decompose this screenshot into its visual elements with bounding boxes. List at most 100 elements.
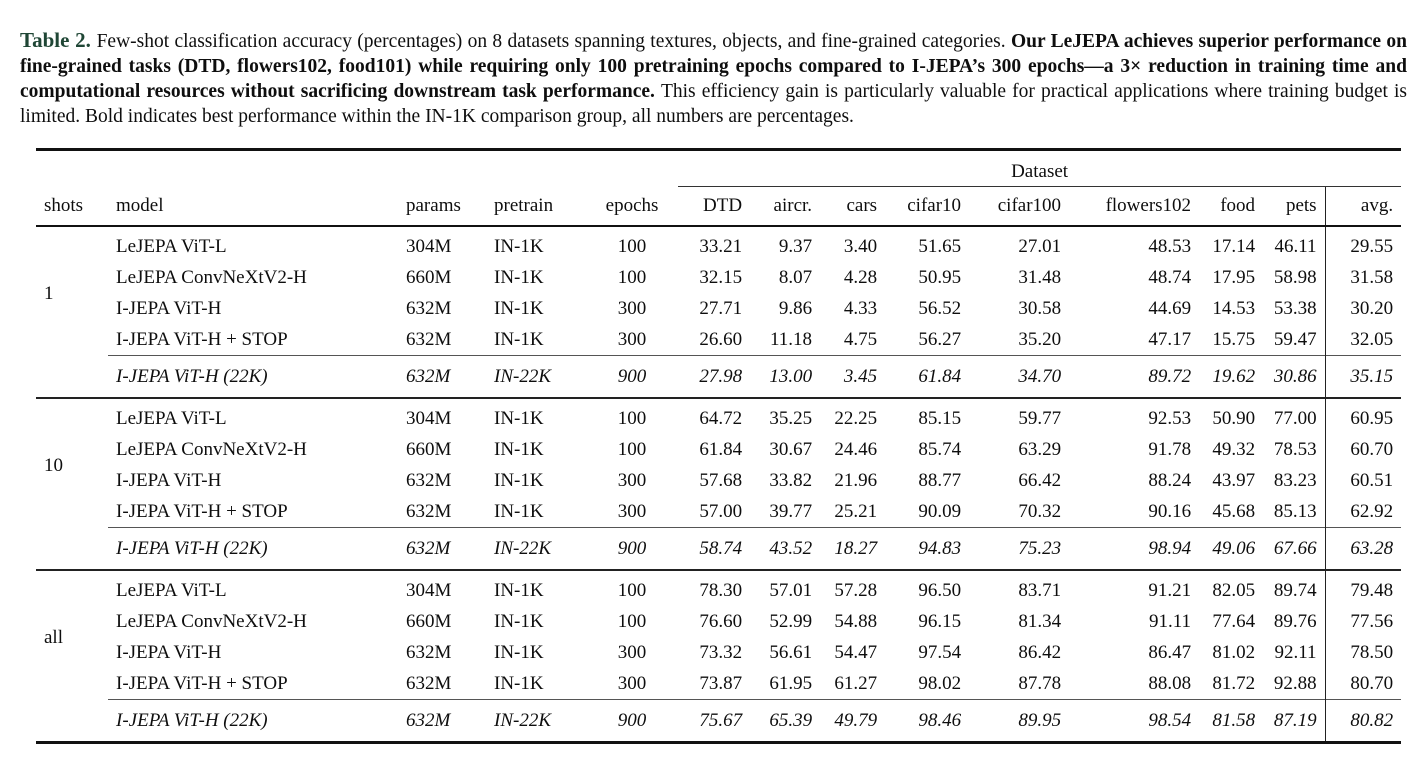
value-cell: 86.47 (1148, 642, 1192, 663)
model-cell: I-JEPA ViT-H (22K) (108, 355, 398, 399)
value-cell: 48.53 (1148, 236, 1192, 257)
value-cell: 21.96 (834, 470, 878, 491)
value-cell: 61.84 (699, 439, 743, 460)
value-cell: 43.52 (750, 527, 821, 571)
value-cell: 57.28 (834, 580, 878, 601)
table-row: I-JEPA ViT-H 632M IN-1K 300 57.68 33.82 21.96 8… (36, 465, 1402, 496)
reference-row: I-JEPA ViT-H (22K) 632M IN-22K 900 58.74 43.5… (36, 527, 1402, 571)
results-table: Dataset shots model params pretrain epochs DTD… (36, 148, 1402, 744)
value-cell: 900 (586, 527, 679, 571)
value-cell: 89.72 (1069, 355, 1200, 399)
value-cell: 52.99 (769, 611, 813, 632)
value-cell: 100 (617, 408, 647, 429)
value-cell: 61.84 (885, 355, 970, 399)
value-cell: 300 (617, 298, 647, 319)
value-cell: 81.02 (1212, 642, 1256, 663)
value-cell: 15.75 (1212, 329, 1256, 350)
value-cell: 33.21 (699, 236, 743, 257)
table-row: LeJEPA ConvNeXtV2-H 660M IN-1K 100 61.84 30.6… (36, 434, 1402, 465)
value-cell: IN-1K (494, 580, 544, 601)
shots-cell: 10 (44, 454, 63, 476)
value-cell: 49.06 (1199, 527, 1264, 571)
value-cell: 80.82 (1324, 699, 1402, 743)
value-cell: 4.33 (843, 298, 878, 319)
value-cell: 27.71 (699, 298, 743, 319)
value-cell: IN-1K (494, 470, 544, 491)
shots-spacer-cell (36, 527, 108, 571)
value-cell: 34.70 (969, 355, 1070, 399)
table-row: I-JEPA ViT-H + STOP 632M IN-1K 300 73.87 61.9… (36, 668, 1402, 700)
value-cell: IN-1K (494, 267, 544, 288)
value-cell: 54.88 (834, 611, 878, 632)
dataset-group-header: Dataset (678, 149, 1402, 187)
value-cell: 26.60 (699, 329, 743, 350)
value-cell: 90.16 (1148, 501, 1192, 522)
value-cell: 4.28 (843, 267, 878, 288)
value-cell: 78.30 (699, 580, 743, 601)
value-cell: 300 (617, 501, 647, 522)
value-cell: 51.65 (918, 236, 962, 257)
value-cell: 4.75 (843, 329, 878, 350)
value-cell: 66.42 (1018, 470, 1062, 491)
value-cell: 48.74 (1148, 267, 1192, 288)
value-cell: 632M (406, 298, 452, 319)
value-cell: 660M (406, 611, 452, 632)
value-cell: 96.15 (918, 611, 962, 632)
value-cell: 30.20 (1324, 293, 1402, 324)
col-header-pets: pets (1263, 186, 1326, 227)
model-cell: I-JEPA ViT-H (116, 470, 222, 491)
value-cell: 35.20 (1018, 329, 1062, 350)
model-cell: LeJEPA ViT-L (116, 580, 227, 601)
value-cell: 90.09 (918, 501, 962, 522)
value-cell: 35.15 (1324, 355, 1402, 399)
shots-spacer-cell (36, 355, 108, 399)
value-cell: 98.46 (885, 699, 970, 743)
value-cell: 9.86 (778, 298, 813, 319)
value-cell: 632M (398, 355, 486, 399)
value-cell: 30.67 (769, 439, 813, 460)
value-cell: 3.40 (843, 236, 878, 257)
value-cell: 43.97 (1212, 470, 1256, 491)
value-cell: 32.05 (1324, 324, 1402, 356)
table-body: 1 LeJEPA ViT-L 304M IN-1K 100 33.21 9.37 3.40 51… (36, 226, 1402, 743)
value-cell: 85.15 (918, 408, 962, 429)
value-cell: 27.98 (678, 355, 751, 399)
model-cell: I-JEPA ViT-H + STOP (116, 329, 288, 350)
value-cell: 56.52 (918, 298, 962, 319)
dataset-span-row: Dataset (36, 149, 1402, 187)
value-cell: IN-1K (494, 329, 544, 350)
value-cell: 91.78 (1148, 439, 1192, 460)
caption-label: Table 2. (20, 27, 97, 52)
col-header-cifar100: cifar100 (969, 186, 1070, 227)
value-cell: 89.74 (1273, 580, 1317, 601)
value-cell: 89.76 (1273, 611, 1317, 632)
value-cell: 87.78 (1018, 673, 1062, 694)
value-cell: 50.90 (1212, 408, 1256, 429)
value-cell: 300 (617, 642, 647, 663)
value-cell: 19.62 (1199, 355, 1264, 399)
value-cell: 85.13 (1273, 501, 1317, 522)
value-cell: 14.53 (1212, 298, 1256, 319)
value-cell: 61.27 (834, 673, 878, 694)
value-cell: 79.48 (1324, 570, 1402, 606)
model-cell: LeJEPA ConvNeXtV2-H (116, 267, 307, 288)
table-row: all LeJEPA ViT-L 304M IN-1K 100 78.30 57.01 57.… (36, 570, 1402, 648)
value-cell: 300 (617, 470, 647, 491)
value-cell: 49.32 (1212, 439, 1256, 460)
value-cell: 30.86 (1263, 355, 1326, 399)
value-cell: 22.25 (834, 408, 878, 429)
value-cell: 44.69 (1148, 298, 1192, 319)
value-cell: 17.95 (1212, 267, 1256, 288)
model-cell: I-JEPA ViT-H (22K) (108, 527, 398, 571)
value-cell: 300 (617, 673, 647, 694)
value-cell: 86.42 (1018, 642, 1062, 663)
shots-cell: 1 (44, 282, 54, 304)
value-cell: 64.72 (699, 408, 743, 429)
value-cell: 632M (398, 699, 486, 743)
value-cell: 57.01 (769, 580, 813, 601)
value-cell: 29.55 (1324, 226, 1402, 262)
value-cell: 100 (617, 236, 647, 257)
col-header-aircr: aircr. (750, 186, 821, 227)
value-cell: 24.46 (834, 439, 878, 460)
value-cell: 47.17 (1148, 329, 1192, 350)
